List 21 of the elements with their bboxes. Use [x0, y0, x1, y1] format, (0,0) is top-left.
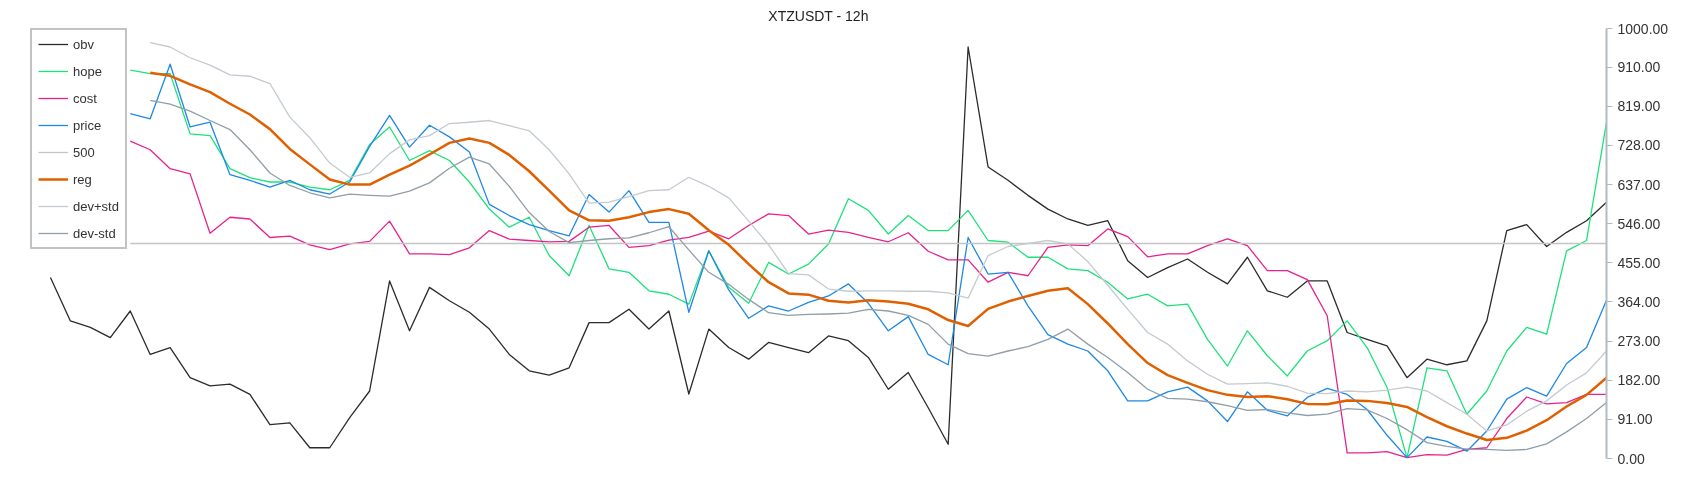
y-tick-label: 819.00 [1617, 98, 1661, 115]
y-tick-label: 91.00 [1617, 411, 1653, 428]
legend-label: hope [73, 63, 102, 79]
legend-label: dev+std [73, 198, 119, 214]
legend-label: cost [73, 90, 97, 106]
y-tick-label: 0.00 [1617, 450, 1645, 467]
y-tick-label: 910.00 [1617, 59, 1661, 76]
legend-label: dev-std [73, 225, 116, 241]
y-tick-label: 728.00 [1617, 137, 1661, 154]
legend-label: obv [73, 36, 94, 52]
legend-label: 500 [73, 144, 95, 160]
legend-label: reg [73, 171, 93, 187]
y-tick-label: 273.00 [1617, 333, 1661, 350]
y-tick-label: 364.00 [1617, 293, 1661, 310]
legend-label: price [73, 117, 102, 133]
y-tick-label: 1000.00 [1617, 20, 1669, 37]
y-tick-label: 182.00 [1617, 372, 1661, 389]
y-tick-label: 455.00 [1617, 254, 1661, 271]
y-tick-label: 546.00 [1617, 215, 1661, 232]
y-tick-label: 637.00 [1617, 176, 1661, 193]
chart-title: XTZUSDT - 12h [768, 7, 869, 24]
